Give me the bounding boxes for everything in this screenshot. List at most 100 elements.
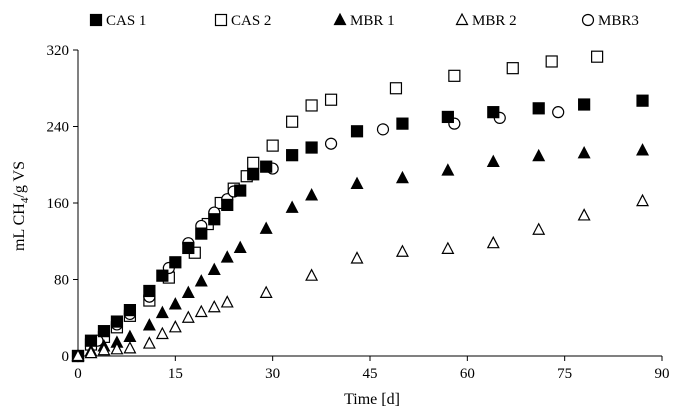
- data-point: [350, 125, 364, 138]
- legend-marker: [214, 13, 228, 27]
- data-point: [259, 221, 273, 234]
- data-point: [396, 117, 409, 130]
- data-point: [123, 341, 137, 354]
- data-point: [97, 342, 111, 356]
- data-point: [552, 106, 565, 119]
- data-point: [350, 176, 364, 189]
- data-point: [247, 156, 260, 169]
- legend-item: CAS 2: [214, 13, 271, 29]
- data-point: [591, 50, 604, 63]
- data-point: [182, 241, 195, 255]
- axes: 0 15 30 45 60 75 90 0 80 160 240 320: [47, 43, 670, 382]
- data-point: [97, 325, 111, 338]
- legend-label: MBR3: [598, 13, 639, 29]
- series-cas-1: [71, 94, 649, 363]
- data-point: [233, 240, 247, 254]
- x-axis-title: Time [d]: [344, 391, 400, 408]
- legend-label: MBR 1: [350, 13, 395, 29]
- data-point: [305, 99, 318, 112]
- legend-label: MBR 2: [472, 13, 517, 29]
- data-point: [448, 69, 461, 82]
- data-point: [207, 262, 221, 276]
- data-point: [636, 193, 650, 207]
- data-point: [208, 213, 221, 226]
- data-point: [220, 250, 234, 263]
- data-point: [123, 329, 137, 342]
- data-point: [143, 284, 156, 298]
- data-point: [168, 297, 182, 310]
- data-point: [266, 139, 279, 152]
- data-point: [285, 200, 299, 213]
- data-point: [486, 235, 500, 249]
- data-point: [84, 345, 98, 359]
- data-point: [155, 305, 169, 319]
- data-point: [234, 184, 247, 197]
- data-point: [532, 102, 545, 115]
- data-point: [181, 285, 195, 298]
- data-point: [194, 274, 208, 287]
- legend-item: MBR 2: [455, 12, 517, 29]
- legend-label: CAS 2: [231, 13, 271, 29]
- data-point: [305, 141, 318, 154]
- data-point: [168, 320, 182, 333]
- data-point: [545, 55, 558, 68]
- series-mbr-1: [71, 143, 650, 362]
- data-point: [156, 269, 169, 282]
- data-point: [71, 348, 85, 362]
- data-point: [486, 154, 500, 167]
- y-tick-label: 240: [47, 120, 70, 136]
- series-cas-2: [71, 50, 604, 363]
- legend: CAS 1 CAS 2 MBR 1 MBR 2 MBR3: [89, 12, 639, 29]
- legend-item: CAS 1: [89, 13, 146, 29]
- data-point: [259, 285, 273, 298]
- data-point: [532, 222, 546, 235]
- data-point: [636, 94, 649, 107]
- x-tick-label: 30: [265, 366, 280, 382]
- data-point: [441, 241, 455, 254]
- y-tick-label: 320: [47, 43, 70, 59]
- data-point: [123, 304, 137, 317]
- data-point: [324, 137, 338, 150]
- data-point: [286, 115, 299, 128]
- series-mbr-2: [71, 193, 650, 362]
- data-point: [110, 315, 124, 328]
- x-tick-label: 15: [168, 366, 183, 382]
- data-point: [441, 163, 455, 176]
- data-point: [110, 342, 124, 355]
- data-point: [577, 145, 591, 159]
- data-point: [636, 143, 650, 156]
- data-point: [305, 188, 319, 201]
- data-point: [247, 168, 260, 181]
- data-point: [220, 295, 234, 308]
- data-marks: [71, 50, 650, 363]
- y-axis-title-subscript: 4: [19, 197, 31, 203]
- data-point: [169, 256, 182, 269]
- data-point: [506, 62, 519, 75]
- data-point: [324, 93, 338, 106]
- legend-item: MBR 1: [333, 12, 395, 29]
- legend-marker: [581, 13, 595, 27]
- y-tick-label: 160: [47, 196, 70, 212]
- data-point: [142, 318, 156, 331]
- data-point: [577, 208, 591, 221]
- y-tick-label: 80: [54, 273, 69, 289]
- x-tick-label: 75: [557, 366, 572, 382]
- series-mbr3: [71, 106, 565, 363]
- y-tick-label: 0: [62, 349, 70, 365]
- legend-marker: [333, 12, 347, 26]
- data-point: [350, 251, 364, 264]
- data-point: [395, 170, 409, 184]
- data-point: [532, 148, 546, 162]
- legend-marker: [455, 12, 469, 26]
- data-point: [376, 123, 390, 136]
- y-axis-title: mL CH4/g VS: [11, 161, 31, 251]
- legend-marker: [89, 13, 103, 27]
- x-tick-label: 90: [655, 366, 670, 382]
- x-tick-label: 60: [460, 366, 475, 382]
- data-point: [578, 98, 591, 111]
- data-point: [207, 299, 221, 313]
- data-point: [395, 244, 409, 257]
- data-point: [142, 336, 156, 349]
- x-tick-label: 0: [74, 366, 82, 382]
- data-point: [155, 326, 169, 340]
